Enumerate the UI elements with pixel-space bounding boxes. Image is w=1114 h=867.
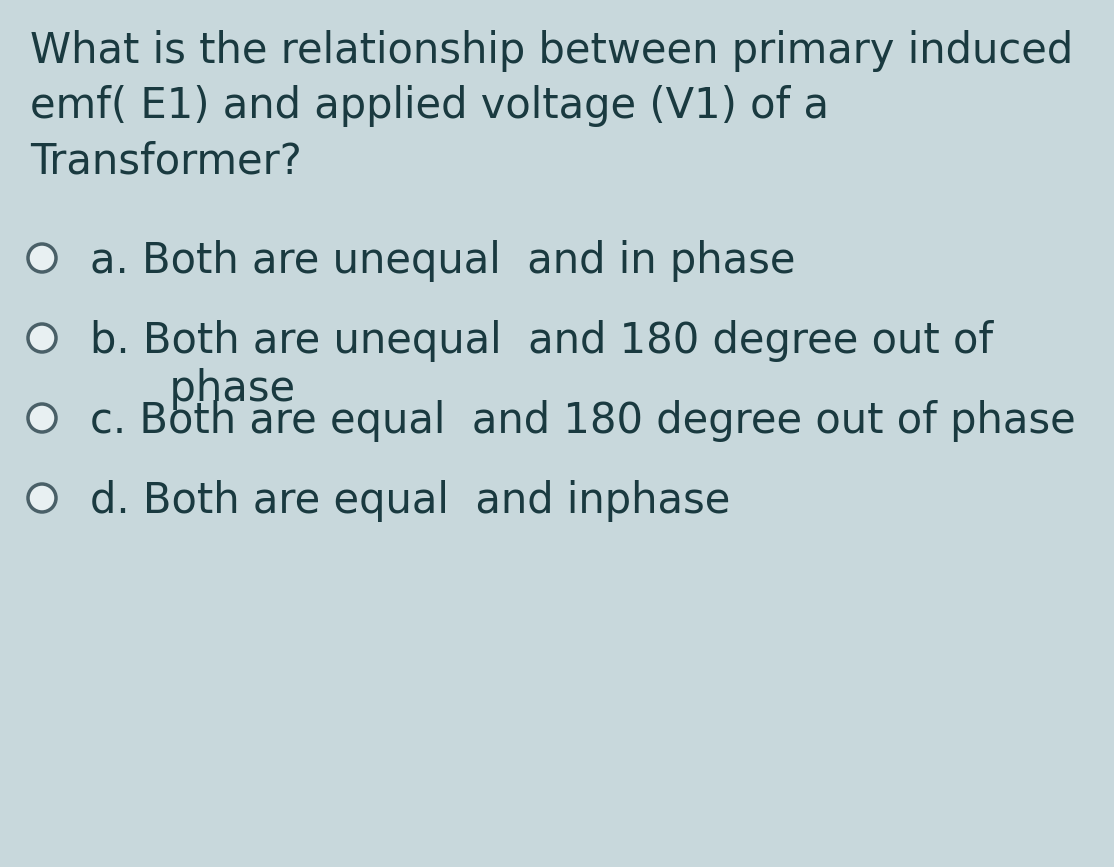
Circle shape [28, 484, 56, 512]
Text: emf( E1) and applied voltage (V1) of a: emf( E1) and applied voltage (V1) of a [30, 85, 829, 127]
Text: b. Both are unequal  and 180 degree out of: b. Both are unequal and 180 degree out o… [90, 320, 993, 362]
Text: d. Both are equal  and inphase: d. Both are equal and inphase [90, 480, 731, 522]
Circle shape [28, 324, 56, 352]
Circle shape [28, 244, 56, 272]
Circle shape [28, 404, 56, 432]
Text: What is the relationship between primary induced: What is the relationship between primary… [30, 30, 1073, 72]
Text: phase: phase [90, 368, 295, 410]
Text: Transformer?: Transformer? [30, 140, 302, 182]
Text: c. Both are equal  and 180 degree out of phase: c. Both are equal and 180 degree out of … [90, 400, 1076, 442]
Text: a. Both are unequal  and in phase: a. Both are unequal and in phase [90, 240, 795, 282]
